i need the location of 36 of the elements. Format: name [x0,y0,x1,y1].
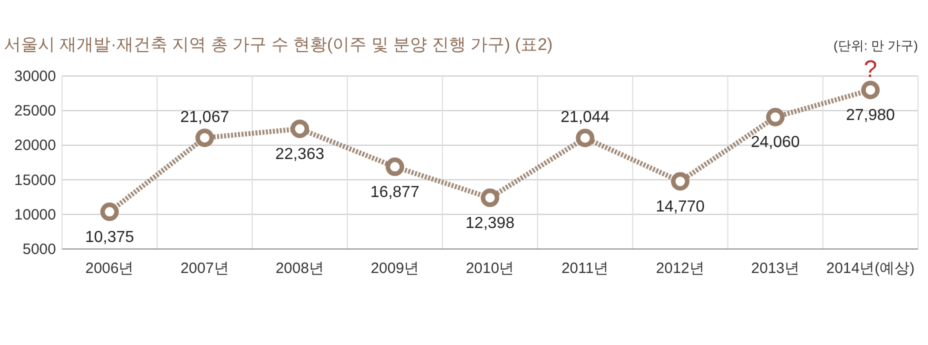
point [861,80,880,100]
x-tick-label: 2006년 [85,260,134,277]
y-tick-label: 30000 [14,68,56,85]
x-tick-label: 2013년 [751,260,800,277]
data-label: 14,770 [656,198,705,216]
data-label: 21,067 [180,108,230,126]
y-tick-label: 20000 [14,137,56,154]
x-tick-label: 2010년 [466,260,514,277]
chart-title: 서울시 재개발·재건축 지역 총 가구 수 현황(이주 및 분양 진행 가구) (표2) [4,35,553,54]
point [100,202,119,222]
point [386,158,404,176]
point [576,128,594,148]
x-tick-label: 2011년 [561,260,609,277]
point [195,128,214,148]
data-label: 16,877 [370,184,420,201]
y-tick-label: 25000 [14,102,56,120]
y-tick-label: 15000 [14,172,56,189]
y-tick-label: 5000 [22,241,56,258]
data-label: 21,044 [560,108,610,126]
point [766,108,785,126]
point [290,120,310,138]
point [670,172,690,191]
x-tick-label: 2012년 [656,260,704,277]
data-label: 24,060 [750,134,800,152]
x-tick-label: 2007년 [180,260,229,277]
data-label: 10,375 [85,228,134,246]
text: (단위: 만 가구) [834,38,918,53]
point [480,188,500,208]
x-tick-label: 2008년 [276,260,324,277]
x-tick-label: 2014년(예상) [826,260,915,277]
annotation: ? [864,56,878,83]
y-tick-label: 10000 [14,206,56,224]
data-label: 27,980 [846,106,896,124]
x-tick-label: 2009년 [370,260,420,277]
data-label: 22,363 [275,146,324,163]
data-label: 12,398 [466,214,515,232]
